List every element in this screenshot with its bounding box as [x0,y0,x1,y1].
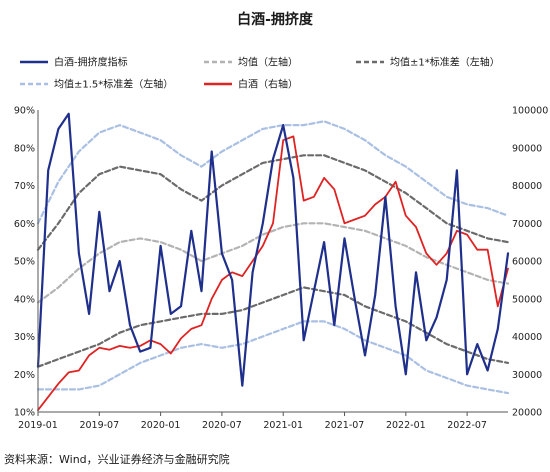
legend-label-1: 均值（左轴） [238,56,298,69]
x-tick-label-3: 2020-07 [202,420,242,431]
y-left-tick-label-7: 80% [14,143,35,154]
x-tick-label-2: 2020-01 [141,420,181,431]
y-left-tick-label-4: 50% [14,257,35,268]
y-left-tick-label-8: 90% [14,106,35,117]
y-right-tick-label-5: 70000 [512,219,542,230]
series-line-4 [37,135,509,411]
y-left-tick-label-1: 20% [14,370,35,381]
legend-label-3: 均值±1.5*标准差（左轴） [54,78,173,91]
series-line-2-lower [36,286,510,368]
y-right-tick-label-3: 50000 [512,294,542,305]
y-right-tick-label-4: 60000 [512,257,542,268]
y-right-tick-label-0: 20000 [512,408,542,419]
y-right-tick-label-7: 90000 [512,143,542,154]
axes-layer: 10% 20% 30% 40% 50% 60% 70% 80% 90% 20000 30000 400… [14,106,548,432]
series-line-1 [36,222,510,304]
x-tick-label-4: 2021-01 [263,420,303,431]
series-line-3-lower [36,320,510,395]
legend-label-2: 均值±1*标准差（左轴） [390,56,500,69]
x-tick-label-5: 2021-07 [325,420,365,431]
y-right-tick-label-6: 80000 [512,181,542,192]
chart-legend: 白酒-拥挤度指标 均值（左轴） 均值±1*标准差（左轴） 均值±1.5*标准差（左轴）… [20,56,500,91]
y-right-tick-label-8: 100000 [512,106,548,117]
legend-label-0: 白酒-拥挤度指标 [54,56,128,69]
y-left-tick-label-6: 70% [14,181,35,192]
chart-title: 白酒-拥挤度 [237,11,314,28]
y-left-tick-label-0: 10% [14,408,35,419]
y-right-tick-label-2: 40000 [512,332,542,343]
series-line-3-upper [36,120,510,225]
y-right-tick-label-1: 30000 [512,370,542,381]
x-tick-label-7: 2022-07 [447,420,487,431]
x-tick-label-1: 2019-07 [79,420,119,431]
series-line-2-upper [36,154,510,251]
legend-label-4: 白酒（右轴） [238,78,298,91]
y-left-tick-label-3: 40% [14,294,35,305]
y-left-tick-label-2: 30% [14,332,35,343]
series-layer [36,112,510,411]
x-tick-label-6: 2022-01 [386,420,426,431]
chart-source: 资料来源：Wind，兴业证券经济与金融研究院 [4,452,230,466]
series-line-0 [36,112,510,387]
x-tick-label-0: 2019-01 [18,420,58,431]
y-left-tick-label-5: 60% [14,219,35,230]
